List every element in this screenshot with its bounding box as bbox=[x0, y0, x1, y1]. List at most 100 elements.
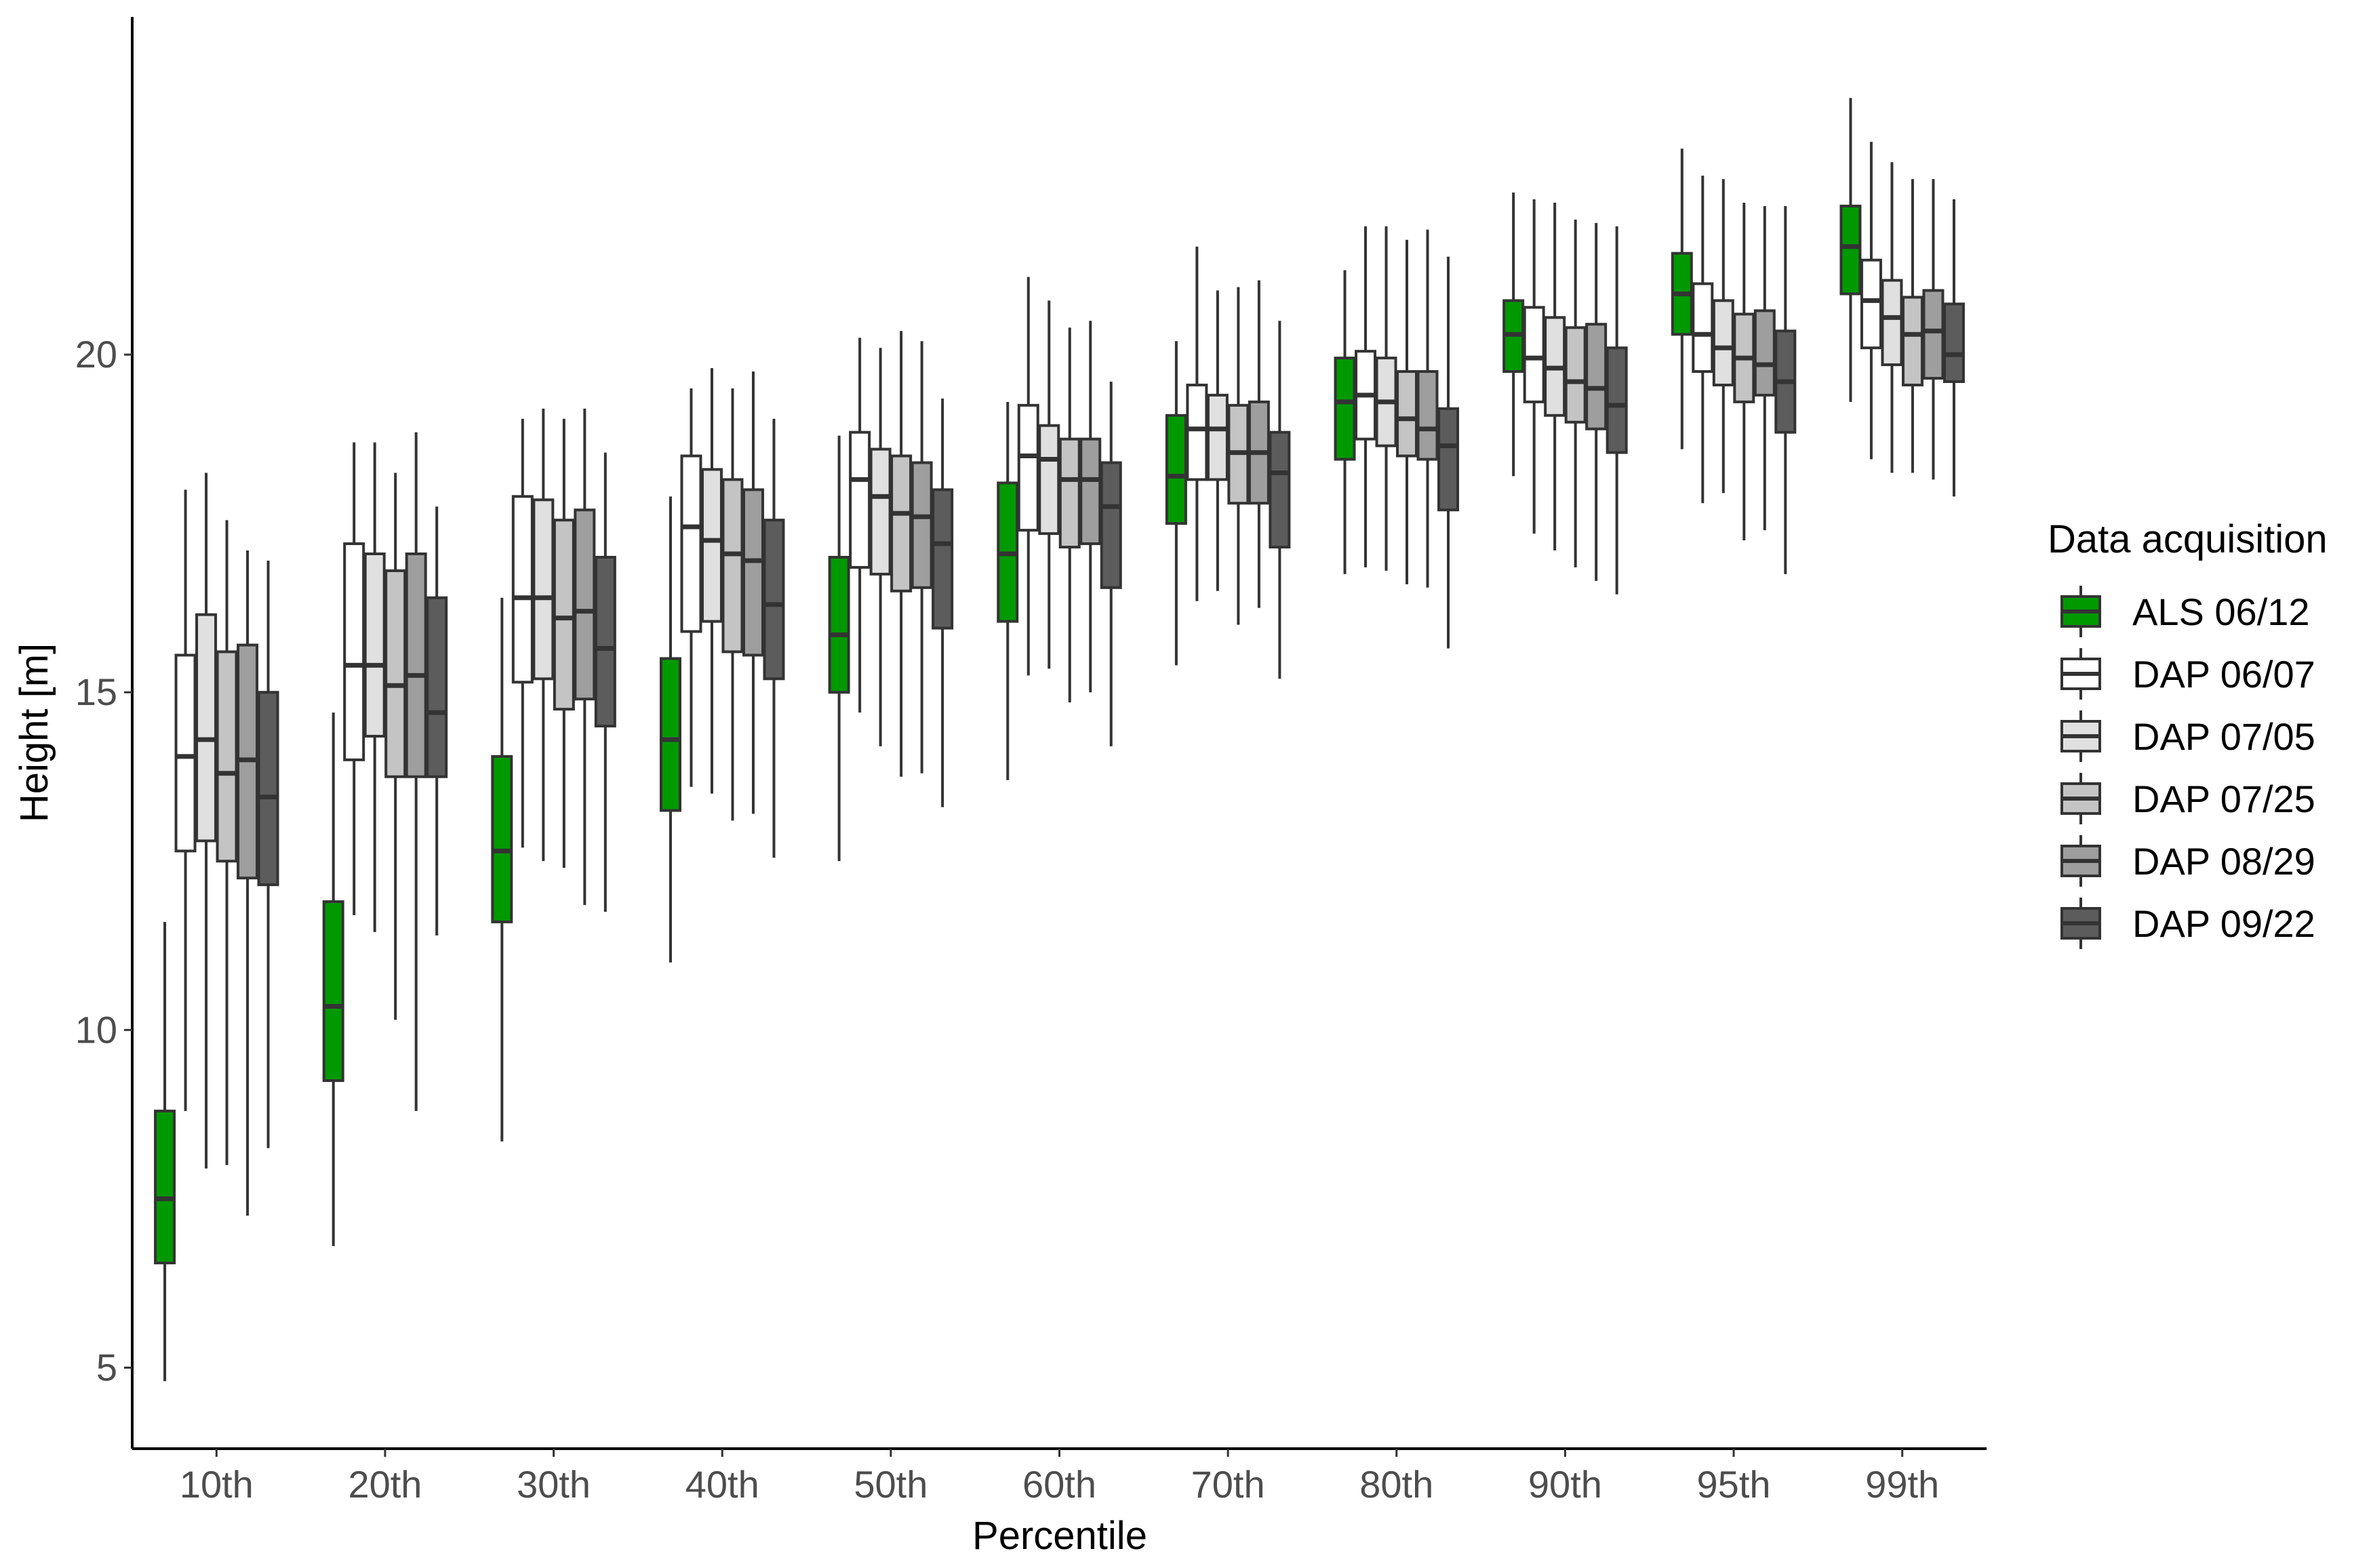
box-body bbox=[1692, 282, 1714, 374]
box bbox=[1860, 142, 1882, 460]
box bbox=[1733, 202, 1755, 541]
box-body bbox=[405, 552, 427, 778]
box bbox=[1165, 341, 1187, 666]
box bbox=[1375, 226, 1397, 571]
box-body bbox=[1942, 302, 1965, 383]
plot-area bbox=[154, 98, 1965, 1382]
box bbox=[1881, 162, 1903, 473]
box bbox=[1206, 290, 1229, 591]
box bbox=[574, 408, 596, 906]
box-body bbox=[1860, 258, 1882, 350]
box bbox=[1606, 226, 1628, 595]
box bbox=[553, 418, 575, 868]
box-body bbox=[659, 657, 681, 812]
legend-label: DAP 07/05 bbox=[2132, 715, 2315, 758]
series-group bbox=[237, 179, 1945, 1216]
legend-item: DAP 07/05 bbox=[2060, 710, 2315, 762]
series-group bbox=[216, 179, 1924, 1165]
box bbox=[1564, 219, 1587, 567]
series-group bbox=[257, 199, 1965, 1148]
series-group bbox=[174, 142, 1882, 1111]
x-tick-label: 30th bbox=[517, 1463, 591, 1506]
box bbox=[322, 712, 344, 1247]
box-body bbox=[1334, 357, 1356, 461]
box-body bbox=[574, 508, 596, 701]
box bbox=[343, 442, 365, 915]
box bbox=[1355, 226, 1377, 567]
box-body bbox=[594, 555, 616, 728]
box bbox=[532, 408, 555, 862]
box bbox=[363, 442, 386, 932]
box bbox=[1774, 205, 1797, 574]
box bbox=[511, 418, 534, 848]
box bbox=[911, 341, 933, 773]
x-tick-label: 10th bbox=[180, 1463, 254, 1506]
x-tick-label: 70th bbox=[1191, 1463, 1265, 1506]
box bbox=[1671, 148, 1693, 449]
y-tick-label: 10 bbox=[75, 1008, 117, 1051]
box bbox=[1901, 179, 1924, 473]
box bbox=[1079, 321, 1102, 693]
legend: Data acquisition ALS 06/12 DAP 06/07 DAP 0… bbox=[2048, 517, 2328, 949]
box-body bbox=[532, 498, 555, 681]
box-body bbox=[1839, 204, 1862, 296]
box bbox=[849, 338, 871, 713]
box bbox=[700, 368, 723, 794]
box bbox=[742, 371, 764, 814]
box-body bbox=[1100, 461, 1122, 589]
box bbox=[1396, 239, 1418, 584]
box bbox=[1227, 287, 1250, 625]
box bbox=[257, 560, 279, 1148]
box-body bbox=[343, 542, 365, 761]
box-body bbox=[1523, 306, 1545, 403]
box-body bbox=[553, 519, 575, 711]
box bbox=[1712, 179, 1734, 494]
x-axis-title: Percentile bbox=[972, 1514, 1147, 1558]
box bbox=[828, 435, 850, 862]
legend-item: ALS 06/12 bbox=[2060, 586, 2310, 637]
box-body bbox=[869, 447, 892, 576]
box bbox=[1038, 300, 1060, 669]
box-body bbox=[1017, 403, 1039, 532]
box-body bbox=[511, 495, 534, 684]
box bbox=[405, 432, 427, 1111]
box bbox=[384, 473, 407, 1020]
legend-label: DAP 09/22 bbox=[2132, 902, 2315, 945]
box bbox=[1544, 202, 1566, 551]
box bbox=[680, 388, 702, 787]
x-tick-label: 50th bbox=[854, 1463, 928, 1506]
legend-label: DAP 07/25 bbox=[2132, 778, 2315, 820]
box bbox=[154, 921, 176, 1382]
legend-item: DAP 08/29 bbox=[2060, 835, 2315, 887]
box-body bbox=[1712, 299, 1734, 386]
y-tick-label: 5 bbox=[96, 1346, 117, 1388]
box-body bbox=[1079, 437, 1102, 546]
box-body bbox=[154, 1109, 176, 1265]
box-body bbox=[828, 555, 850, 694]
box-body bbox=[700, 468, 723, 623]
box-body bbox=[322, 900, 344, 1083]
box bbox=[237, 550, 259, 1216]
box-body bbox=[195, 613, 218, 843]
box bbox=[1334, 270, 1356, 574]
x-tick-label: 40th bbox=[685, 1463, 759, 1506]
y-tick-label: 20 bbox=[75, 333, 117, 376]
x-tick-label: 20th bbox=[348, 1463, 422, 1506]
box-body bbox=[1437, 407, 1460, 512]
box bbox=[594, 452, 616, 912]
box-body bbox=[216, 650, 238, 863]
box-body bbox=[680, 454, 702, 633]
box bbox=[1502, 193, 1525, 477]
box-body bbox=[1416, 370, 1439, 461]
box bbox=[1017, 277, 1039, 676]
box bbox=[890, 331, 913, 777]
box bbox=[1186, 246, 1208, 601]
box-body bbox=[1922, 289, 1945, 380]
box-body bbox=[932, 488, 954, 630]
x-tick-label: 80th bbox=[1359, 1463, 1433, 1506]
box bbox=[1839, 98, 1862, 402]
box-body bbox=[1396, 370, 1418, 458]
box-body bbox=[426, 596, 448, 778]
box-body bbox=[1206, 393, 1229, 481]
